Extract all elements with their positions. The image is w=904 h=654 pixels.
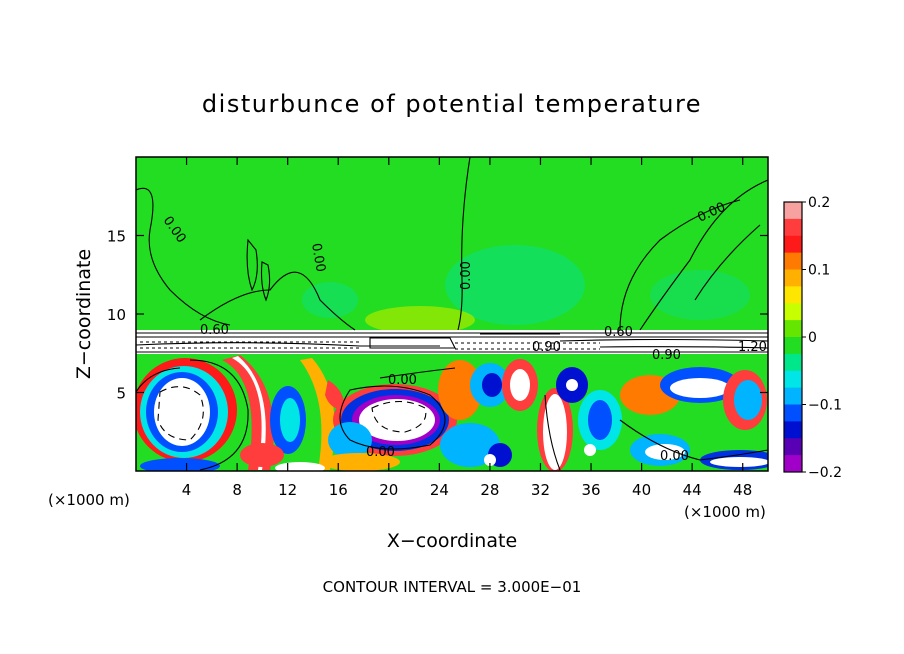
- x-axis-unit-right: (×1000 m): [684, 503, 766, 521]
- colorbar-swatch: [784, 370, 802, 389]
- x-tick-label: 36: [581, 481, 600, 499]
- upper-field-patch: [650, 270, 750, 320]
- upper-field-patch: [445, 245, 585, 325]
- contour-label: 1.20: [738, 340, 767, 355]
- x-tick-label: 44: [683, 481, 702, 499]
- contour-interval-note: CONTOUR INTERVAL = 3.000E−01: [323, 578, 582, 596]
- colorbar-swatch: [784, 455, 802, 473]
- contour-label: 0.00: [366, 445, 395, 460]
- x-tick-label: 48: [733, 481, 752, 499]
- colorbar-swatch: [784, 404, 802, 422]
- y-tick-label: 5: [116, 385, 126, 403]
- contour-label: 0.90: [532, 340, 561, 355]
- x-tick-label: 12: [278, 481, 297, 499]
- chart-title: disturbunce of potential temperature: [202, 90, 702, 118]
- x-tick-label: 32: [531, 481, 550, 499]
- colorbar-tick-label: 0: [808, 330, 817, 346]
- contour-label: 0.00: [660, 449, 689, 464]
- contour-label: 0.00: [388, 373, 417, 388]
- x-axis-label: X−coordinate: [387, 530, 517, 552]
- x-axis: 4 8 12 16 20 24 28 32 36 40 44 48: [182, 157, 752, 499]
- colorbar-tick-label: 0.1: [808, 263, 830, 279]
- colorbar-swatch: [784, 303, 802, 321]
- colorbar-swatch: [784, 320, 802, 338]
- colorbar-swatch: [784, 218, 802, 237]
- y-tick-label: 15: [107, 228, 126, 246]
- colorbar-swatch: [784, 235, 802, 254]
- y-axis: 5 10 15: [107, 228, 768, 403]
- x-tick-label: 40: [632, 481, 651, 499]
- contour-label: 0.60: [604, 325, 633, 340]
- x-tick-label: 8: [232, 481, 242, 499]
- colorbar-swatch: [784, 438, 802, 456]
- colorbar-swatch: [784, 202, 802, 220]
- contour-label: 0.60: [200, 323, 229, 338]
- x-tick-label: 20: [379, 481, 398, 499]
- colorbar: 0.2 0.1 0 −0.1 −0.2: [783, 195, 842, 481]
- colorbar-tick-label: 0.2: [808, 195, 830, 211]
- upper-field-patch: [302, 282, 358, 318]
- lower-field: [136, 354, 768, 471]
- x-axis-unit-left: (×1000 m): [48, 491, 130, 509]
- x-tick-label: 24: [430, 481, 449, 499]
- contour-lines: [136, 157, 768, 471]
- x-tick-label: 16: [329, 481, 348, 499]
- x-tick-label: 28: [480, 481, 499, 499]
- colorbar-swatch: [784, 387, 802, 405]
- y-tick-label: 10: [107, 306, 126, 324]
- colorbar-tick-label: −0.1: [808, 398, 842, 414]
- colorbar-swatch: [784, 252, 802, 270]
- contour-label: 0.00: [308, 242, 328, 273]
- colorbar-swatch: [784, 269, 802, 287]
- upper-field-patch: [365, 306, 475, 334]
- contour-label: 0.00: [459, 261, 474, 290]
- colorbar-swatch: [784, 337, 802, 355]
- colorbar-swatch: [784, 286, 802, 304]
- colorbar-tick-label: −0.2: [808, 465, 842, 481]
- plot-area: 0.00 0.00 0.00 0.00 0.00 0.00 0.00 0.60 …: [136, 157, 768, 471]
- colorbar-swatch: [784, 353, 802, 372]
- x-tick-label: 4: [182, 481, 192, 499]
- colorbar-swatch: [784, 421, 802, 439]
- inversion-texture: [140, 341, 600, 350]
- y-axis-label: Z−coordinate: [73, 249, 95, 379]
- contour-label: 0.90: [652, 348, 681, 363]
